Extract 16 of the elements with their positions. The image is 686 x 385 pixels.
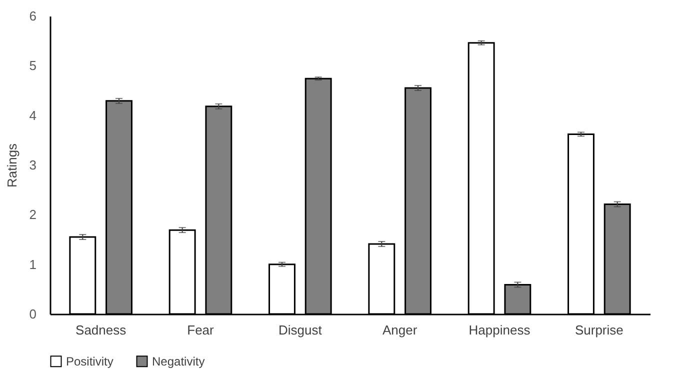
y-tick-label: 6 (29, 8, 36, 24)
y-tick-label: 0 (29, 306, 36, 322)
x-tick-label: Disgust (278, 322, 322, 338)
y-tick-label: 5 (29, 58, 36, 74)
x-tick-label: Surprise (574, 322, 624, 338)
legend-label: Negativity (152, 354, 205, 368)
x-tick-label: Fear (187, 322, 215, 338)
y-tick-label: 3 (29, 158, 36, 172)
legend-label: Positivity (66, 354, 114, 368)
x-tick-label: Anger (382, 322, 418, 338)
x-tick-label: Sadness (76, 322, 127, 338)
y-tick-label: 1 (29, 256, 36, 272)
y-tick-label: 4 (29, 108, 36, 123)
y-axis-title: Ratings (4, 142, 20, 188)
x-tick-label: Happiness (468, 322, 531, 338)
y-tick-label: 2 (29, 207, 36, 222)
